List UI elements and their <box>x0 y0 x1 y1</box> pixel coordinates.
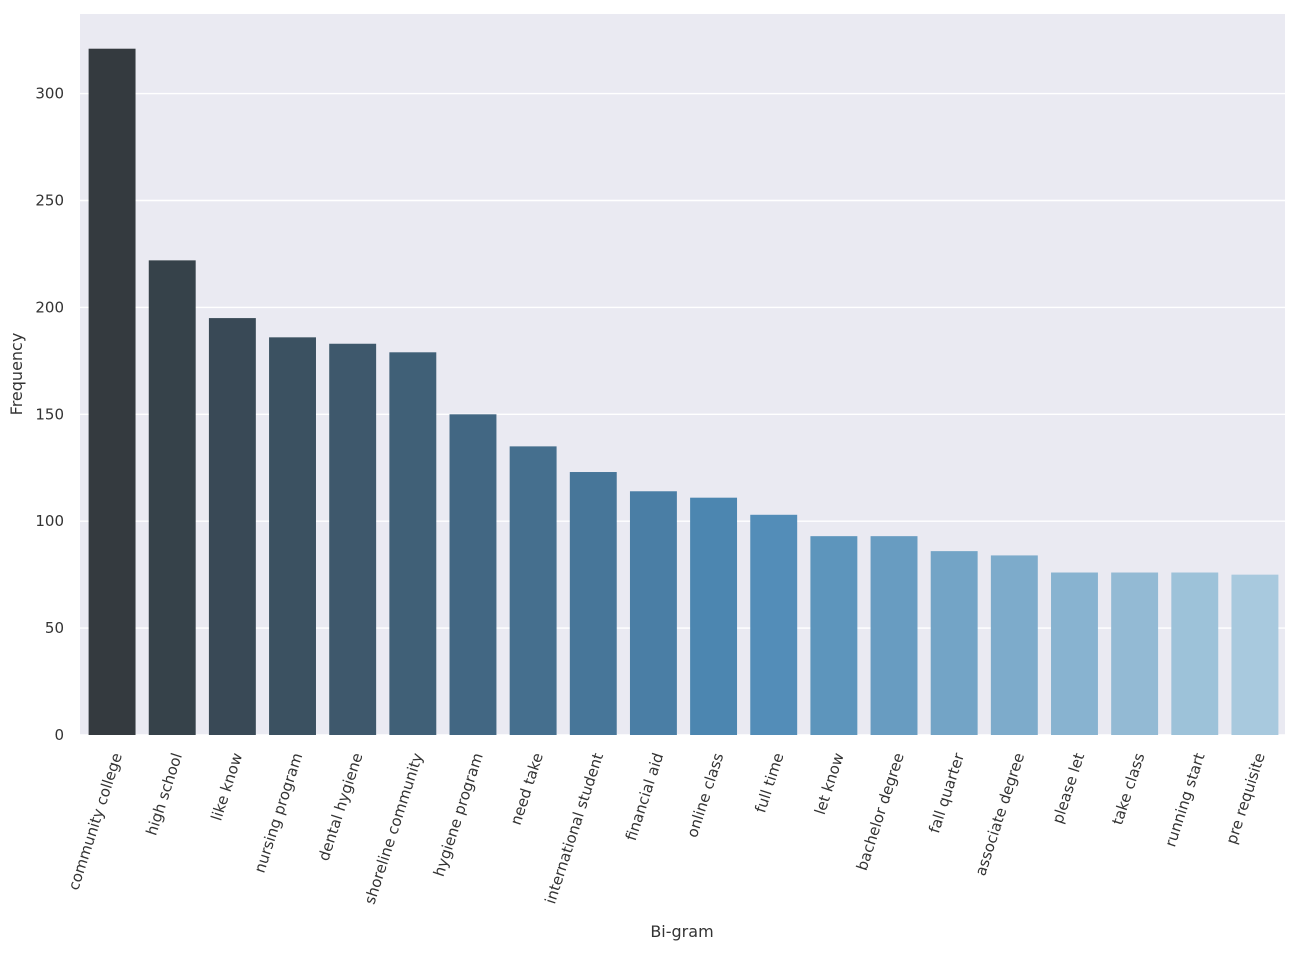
bar <box>509 446 557 735</box>
x-tick-label: let know <box>811 751 848 817</box>
y-tick-label: 100 <box>35 512 64 530</box>
bar <box>750 514 798 735</box>
x-tick-label: like know <box>207 751 246 823</box>
bar <box>269 337 316 735</box>
x-tick-label: online class <box>683 751 727 840</box>
bar <box>810 536 858 735</box>
bar <box>870 536 918 735</box>
x-tick-label: international student <box>541 751 607 907</box>
y-tick-label: 250 <box>35 192 64 210</box>
bar <box>629 491 677 735</box>
x-tick-label: take class <box>1108 751 1148 828</box>
bars <box>88 48 1279 735</box>
bar <box>389 352 437 735</box>
bar <box>1171 572 1219 735</box>
x-tick-label: associate degree <box>971 751 1028 878</box>
x-tick-label: dental hygiene <box>315 751 367 863</box>
y-tick-labels: 0 50 100 150 200 250 300 <box>35 85 64 744</box>
bar <box>208 318 256 735</box>
bar <box>148 260 196 735</box>
x-tick-label: fall quarter <box>925 750 968 836</box>
x-tick-label: running start <box>1161 751 1208 849</box>
bar <box>329 343 377 735</box>
x-tick-label: community college <box>65 751 126 893</box>
bar <box>1231 574 1279 735</box>
x-tick-label: bachelor degree <box>853 751 908 873</box>
x-tick-label: financial aid <box>622 751 667 843</box>
bar <box>990 555 1038 735</box>
x-tick-label: shoreline community <box>361 751 427 907</box>
bar <box>930 551 978 735</box>
bar <box>690 497 738 735</box>
x-tick-label: nursing program <box>251 751 307 875</box>
y-tick-label: 50 <box>45 619 64 637</box>
x-axis-label: Bi-gram <box>650 922 713 941</box>
bar <box>1051 572 1098 735</box>
x-tick-labels: community college high school like know nur… <box>65 750 1269 907</box>
y-tick-label: 150 <box>35 405 64 423</box>
bar <box>1111 572 1159 735</box>
plot-background <box>80 14 1285 735</box>
y-axis-label: Frequency <box>7 333 26 416</box>
y-tick-label: 300 <box>35 85 64 103</box>
x-tick-label: pre requisite <box>1222 751 1268 847</box>
bar <box>88 48 136 735</box>
x-tick-label: please let <box>1049 751 1089 826</box>
y-tick-label: 200 <box>35 298 64 316</box>
x-tick-label: need take <box>507 751 547 828</box>
y-tick-label: 0 <box>54 726 64 744</box>
bar <box>569 472 617 735</box>
bar <box>449 414 497 735</box>
x-tick-label: full time <box>751 751 787 815</box>
x-tick-label: hygiene program <box>430 751 487 879</box>
x-tick-label: high school <box>142 751 186 838</box>
